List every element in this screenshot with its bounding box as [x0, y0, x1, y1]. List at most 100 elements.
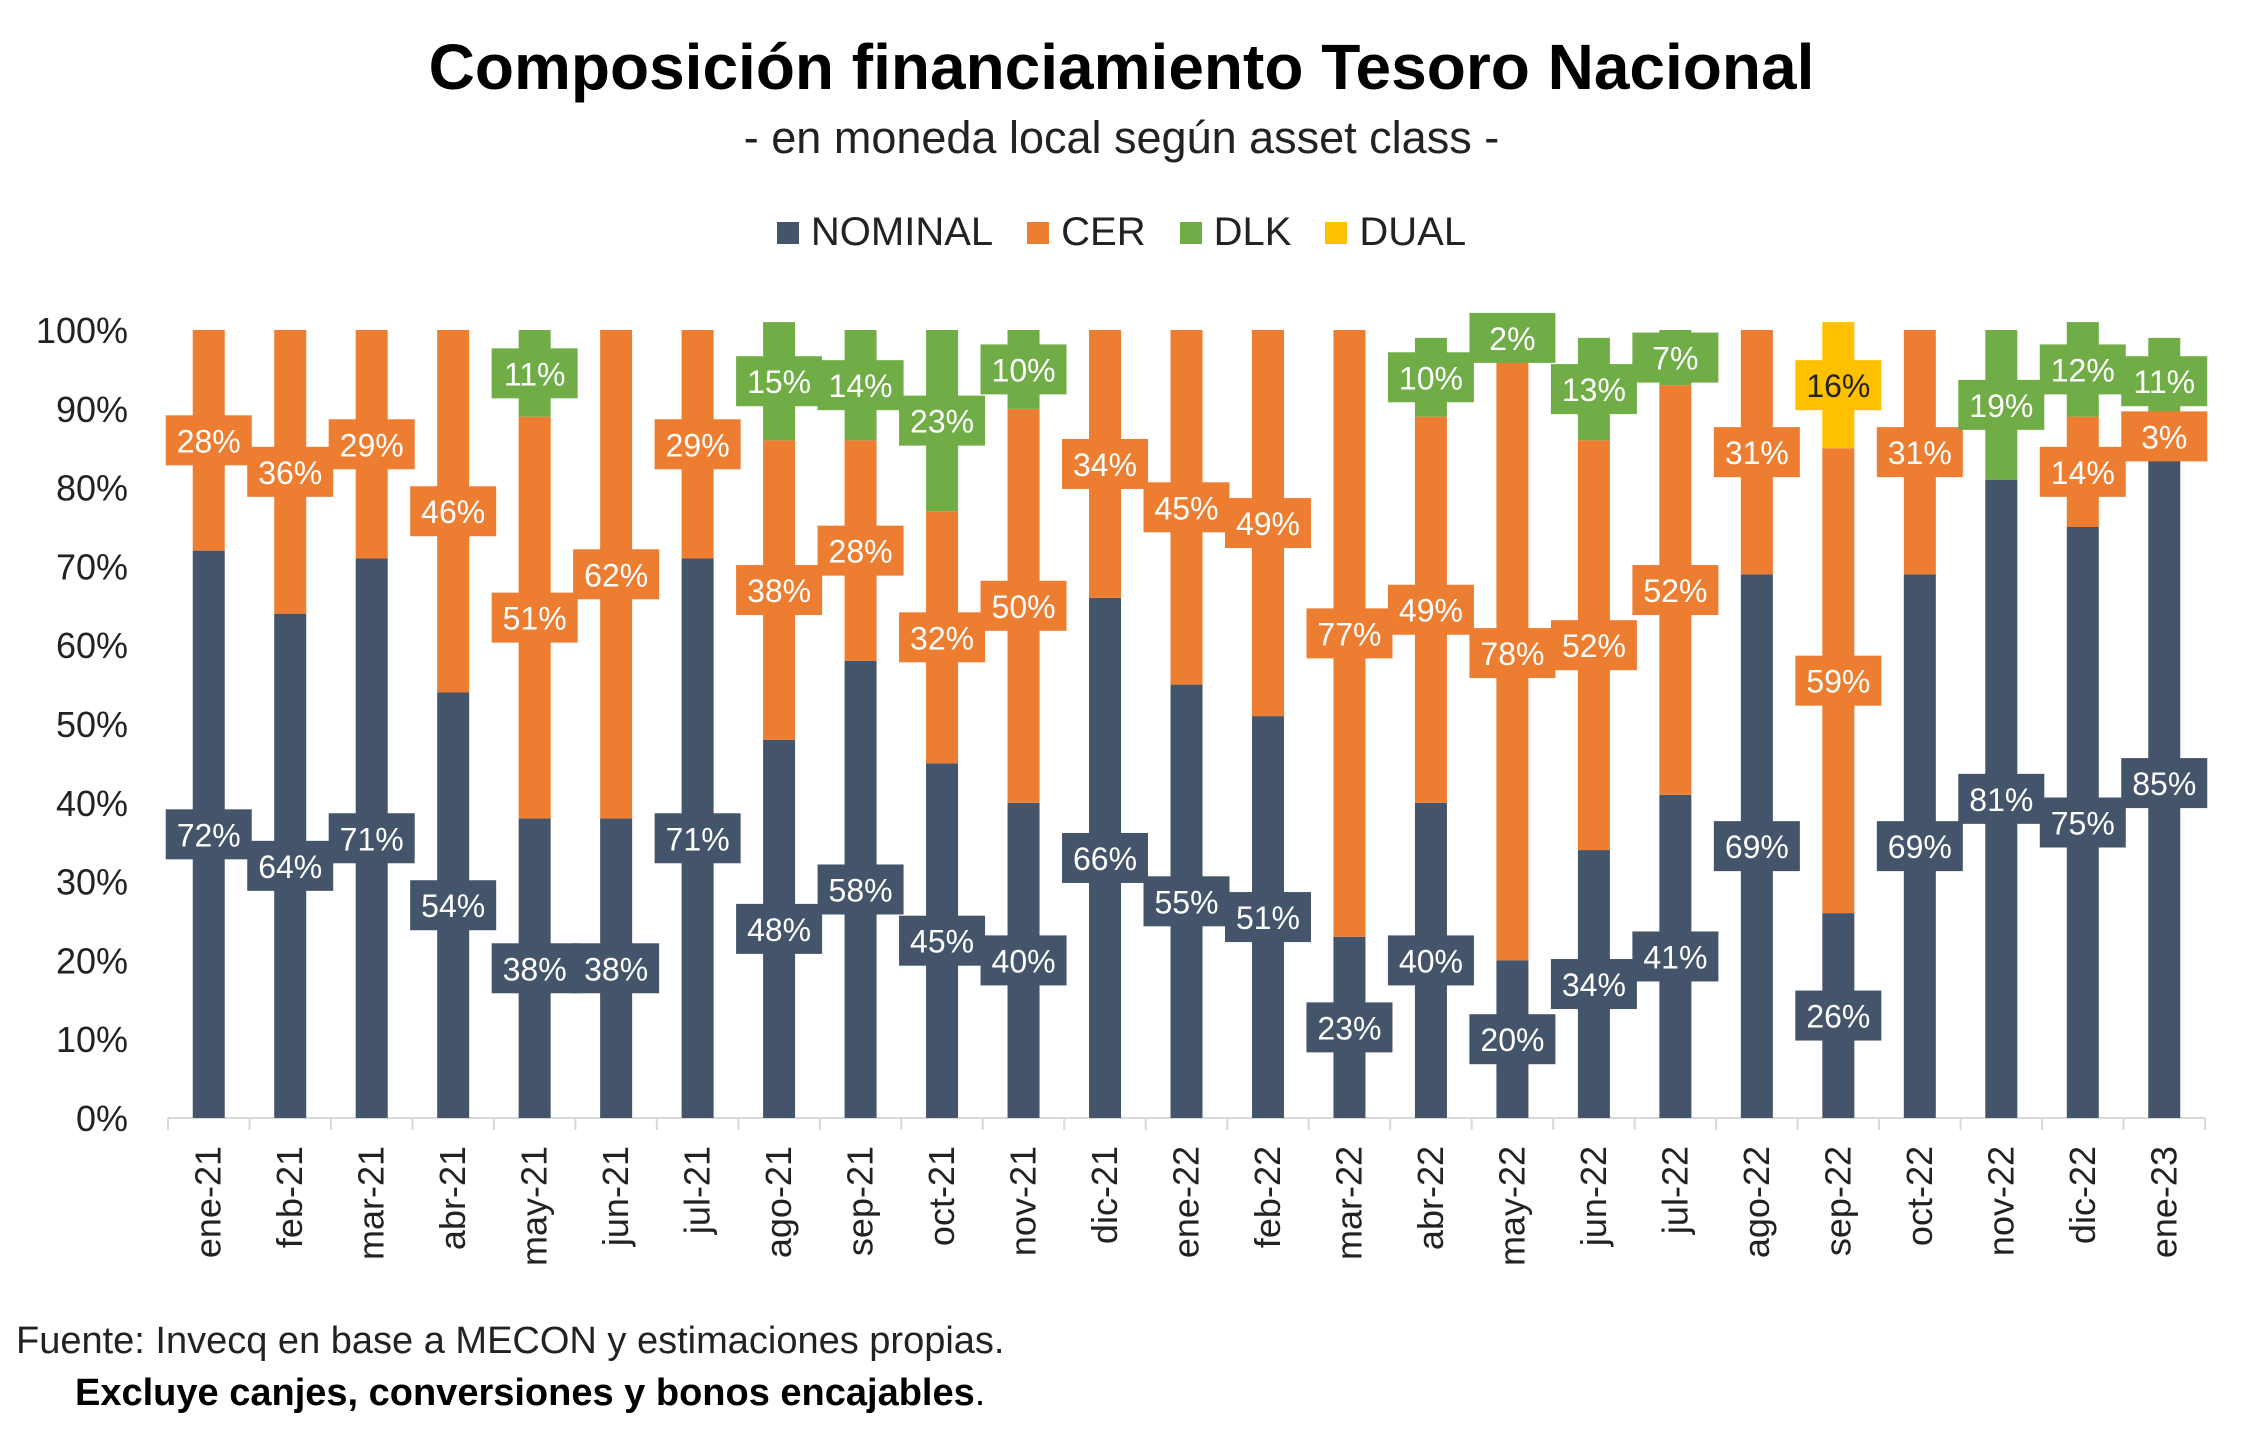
data-label-box-nominal — [165, 809, 252, 860]
x-tick-label: nov-22 — [1980, 1146, 2021, 1256]
data-label-nominal: 75% — [2051, 806, 2115, 842]
x-tick-label: jul-22 — [1654, 1146, 1695, 1235]
data-label-nominal: 69% — [1725, 829, 1789, 865]
data-label-box-cer — [2121, 411, 2208, 462]
data-label-box-dlk — [491, 348, 578, 399]
data-label-box-dlk — [2121, 356, 2208, 407]
data-label-cer: 49% — [1236, 506, 1300, 542]
data-label-box-cer — [980, 580, 1067, 631]
x-tick-label: ene-22 — [1166, 1146, 1207, 1258]
data-label-box-cer — [2039, 446, 2126, 497]
data-label-box-cer — [1713, 427, 1800, 478]
data-label-box-nominal — [491, 943, 578, 994]
data-label-box-nominal — [654, 813, 741, 864]
data-label-box-cer — [1469, 628, 1556, 679]
legend-item-dlk: DLK — [1179, 210, 1292, 255]
data-label-box-nominal — [1958, 773, 2045, 824]
legend-swatch-cer — [1027, 221, 1050, 244]
data-label-dlk: 11% — [2133, 364, 2195, 400]
data-label-box-cer — [1224, 498, 1311, 549]
data-label-nominal: 38% — [584, 951, 648, 987]
data-label-box-cer — [328, 419, 415, 470]
data-label-cer: 46% — [421, 494, 485, 530]
data-label-box-dlk — [1632, 332, 1719, 383]
data-label-box-dlk — [736, 356, 823, 407]
data-label-dlk: 15% — [747, 364, 811, 400]
x-tick-label: oct-22 — [1899, 1146, 1940, 1246]
data-label-nominal: 81% — [1969, 782, 2033, 818]
data-label-box-cer — [1306, 608, 1393, 659]
data-label-cer: 52% — [1643, 573, 1707, 609]
data-label-box-cer — [899, 612, 986, 663]
data-label-nominal: 48% — [747, 912, 811, 948]
data-label-nominal: 38% — [503, 951, 567, 987]
y-tick-label: 100% — [36, 310, 128, 351]
data-label-box-cer — [1632, 565, 1719, 616]
data-label-box-cer — [1062, 438, 1149, 489]
data-label-box-nominal — [1550, 959, 1637, 1010]
legend-swatch-dual — [1325, 221, 1348, 244]
legend-label-dlk: DLK — [1213, 210, 1292, 254]
data-label-nominal: 71% — [666, 821, 730, 857]
data-label-box-nominal — [899, 915, 986, 966]
data-label-box-nominal — [2121, 758, 2208, 809]
data-label-box-nominal — [1387, 935, 1474, 986]
data-label-box-nominal — [1306, 1002, 1393, 1053]
data-label-box-cer — [1387, 584, 1474, 635]
data-label-box-cer — [1143, 482, 1230, 533]
x-tick-label: abr-22 — [1410, 1146, 1451, 1250]
data-label-cer: 62% — [584, 557, 648, 593]
y-tick-label: 30% — [56, 862, 128, 903]
data-label-box-nominal — [1876, 821, 1963, 872]
data-label-cer: 28% — [177, 423, 241, 459]
data-label-cer: 31% — [1888, 435, 1952, 471]
data-label-cer: 36% — [258, 455, 322, 491]
x-tick-label: mar-22 — [1328, 1146, 1369, 1260]
data-label-nominal: 66% — [1073, 841, 1137, 877]
data-label-box-dlk — [1469, 312, 1556, 363]
data-label-cer: 29% — [340, 427, 404, 463]
data-label-nominal: 51% — [1236, 900, 1300, 936]
data-label-cer: 59% — [1806, 664, 1870, 700]
data-label-box-dlk — [2039, 344, 2126, 395]
x-tick-label: may-22 — [1491, 1146, 1532, 1266]
x-tick-label: jun-21 — [595, 1146, 636, 1247]
data-label-dlk: 12% — [2051, 352, 2115, 388]
data-label-box-nominal — [1143, 876, 1230, 927]
data-label-dlk: 2% — [1489, 321, 1535, 357]
data-label-cer: 32% — [910, 620, 974, 656]
y-tick-label: 80% — [56, 468, 128, 509]
legend: NOMINAL CER DLK DUAL — [0, 210, 2243, 255]
data-label-box-cer — [654, 419, 741, 470]
data-label-box-nominal — [1224, 892, 1311, 943]
data-label-box-dlk — [980, 344, 1067, 395]
legend-swatch-nominal — [776, 221, 799, 244]
data-label-cer: 3% — [2141, 419, 2187, 455]
x-tick-label: may-21 — [514, 1146, 555, 1266]
x-tick-label: ago-22 — [1736, 1146, 1777, 1258]
y-tick-label: 20% — [56, 940, 128, 981]
data-label-nominal: 20% — [1480, 1022, 1544, 1058]
y-tick-label: 60% — [56, 625, 128, 666]
data-label-nominal: 71% — [340, 821, 404, 857]
source-note: Fuente: Invecq en base a MECON y estimac… — [16, 1320, 1005, 1362]
data-label-box-cer — [491, 592, 578, 643]
data-label-box-cer — [410, 486, 497, 537]
data-label-nominal: 55% — [1154, 884, 1218, 920]
chart-title: Composición financiamiento Tesoro Nacion… — [428, 31, 1815, 103]
data-label-dlk: 13% — [1562, 372, 1626, 408]
x-tick-label: feb-21 — [269, 1146, 310, 1248]
x-tick-label: ago-21 — [758, 1146, 799, 1258]
data-label-cer: 38% — [747, 573, 811, 609]
data-label-cer: 29% — [666, 427, 730, 463]
data-label-nominal: 64% — [258, 849, 322, 885]
data-label-cer: 45% — [1154, 490, 1218, 526]
data-label-nominal: 34% — [1562, 967, 1626, 1003]
data-label-box-dlk — [1550, 364, 1637, 415]
x-tick-label: dic-21 — [1084, 1146, 1125, 1244]
legend-label-cer: CER — [1061, 210, 1146, 254]
data-label-box-cer — [1550, 620, 1637, 671]
data-label-cer: 51% — [503, 601, 567, 637]
data-label-box-nominal — [736, 903, 823, 954]
data-label-cer: 28% — [829, 534, 893, 570]
